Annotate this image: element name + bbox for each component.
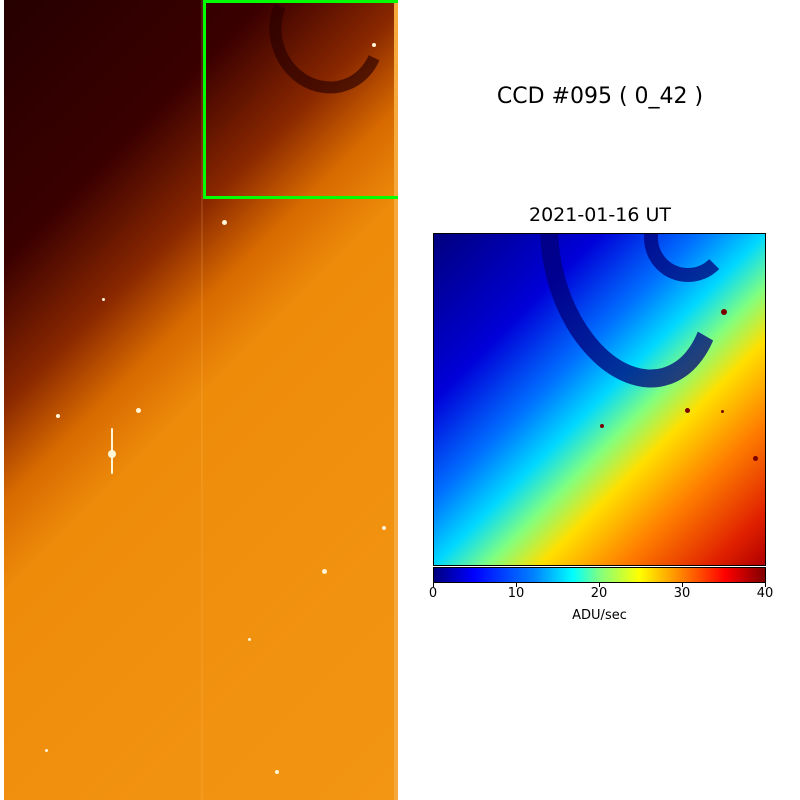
star: [753, 456, 758, 461]
colorbar-tick-label: 0: [428, 586, 438, 601]
ccd-full-image: [4, 0, 398, 800]
colorbar-tick-label: 20: [590, 586, 608, 601]
colorbar-tick: [765, 583, 766, 587]
star: [222, 220, 227, 225]
star-spike: [111, 428, 113, 474]
colorbar-label: ADU/sec: [572, 608, 627, 623]
colorbar-tick-label: 10: [507, 586, 525, 601]
amplifier-seam: [201, 0, 203, 800]
colorbar: [433, 567, 766, 583]
star: [275, 770, 279, 774]
colorbar-tick: [599, 583, 600, 587]
ccd-edge: [394, 0, 398, 800]
star: [56, 414, 60, 418]
star: [382, 526, 386, 530]
star: [372, 43, 376, 47]
star: [721, 410, 724, 413]
star: [248, 638, 251, 641]
star: [322, 569, 327, 574]
colorbar-tick: [682, 583, 683, 587]
observation-date: 2021-01-16 UT: [529, 204, 671, 226]
star: [721, 309, 727, 315]
colorbar-tick: [433, 583, 434, 587]
colorbar-tick-label: 30: [673, 586, 691, 601]
zoom-region-box: [203, 0, 398, 199]
star: [685, 408, 690, 413]
figure-title: CCD #095 ( 0_42 ): [496, 84, 704, 109]
colorbar-tick-label: 40: [756, 586, 774, 601]
colorbar-tick: [516, 583, 517, 587]
star: [45, 749, 48, 752]
zoomed-image-panel: [433, 233, 766, 566]
star: [600, 424, 604, 428]
star: [136, 408, 141, 413]
star: [102, 298, 105, 301]
